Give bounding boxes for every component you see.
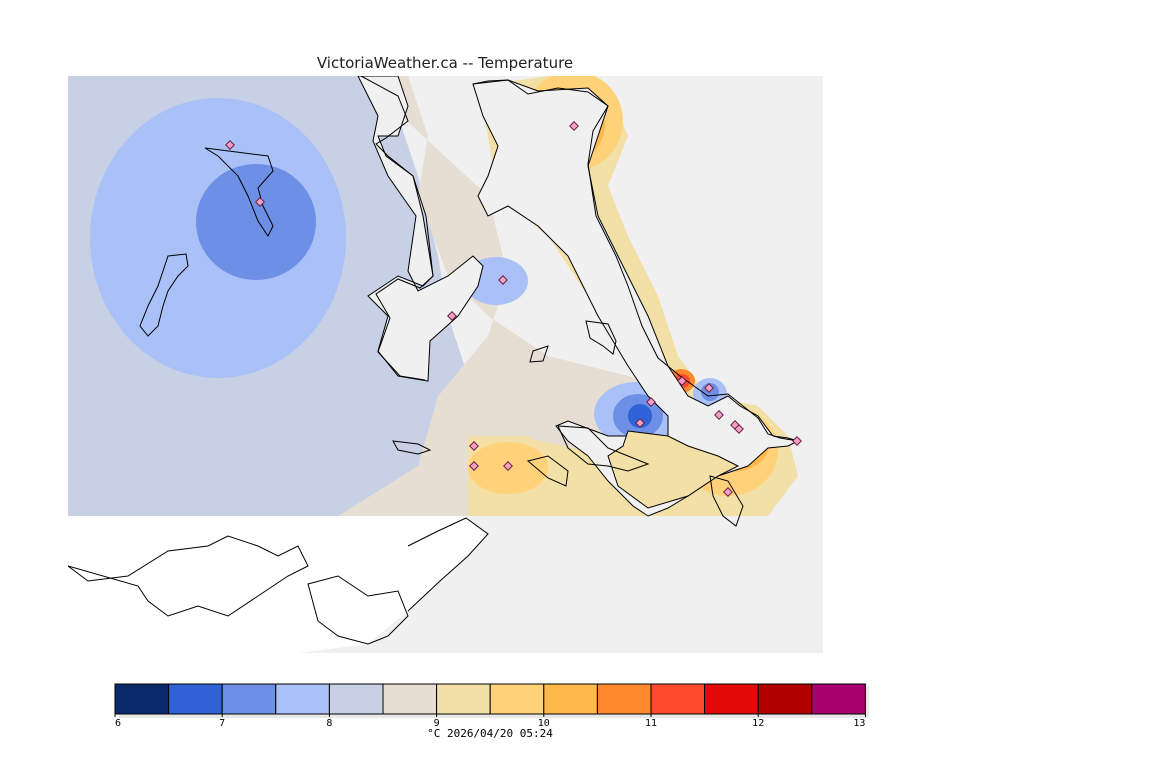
legend-swatch: [704, 683, 759, 715]
legend-swatch: [596, 683, 652, 715]
legend-swatch: [114, 683, 170, 715]
legend-tick-label: 12: [752, 718, 764, 726]
station-marker: [714, 410, 724, 420]
legend-swatch: [757, 683, 813, 715]
legend-tick-label: 6: [115, 718, 121, 726]
weather-stations[interactable]: [225, 121, 802, 497]
station-marker: [677, 376, 687, 386]
station-marker: [569, 121, 579, 131]
legend-swatch: [650, 683, 706, 715]
legend-tick-label: 10: [538, 718, 550, 726]
legend-caption: °C 2026/04/20 05:24: [427, 727, 553, 740]
legend-tick-label: 13: [853, 718, 865, 726]
legend-swatch: [275, 683, 330, 715]
legend-swatch: [489, 683, 545, 715]
station-marker: [469, 461, 479, 471]
legend-swatch: [382, 683, 438, 715]
legend-swatch: [328, 683, 384, 715]
contour-7-7_5-west: [196, 164, 316, 280]
station-marker: [646, 397, 656, 407]
coastlines: [68, 76, 799, 645]
legend-tick-label: 11: [645, 718, 657, 726]
station-marker: [503, 461, 513, 471]
land-masses: [357, 76, 800, 517]
legend-tick-label: 7: [219, 718, 225, 726]
legend-swatch: [436, 683, 491, 715]
legend-swatch: [543, 683, 598, 715]
station-marker: [469, 441, 479, 451]
station-marker: [225, 140, 235, 150]
temperature-map[interactable]: [68, 76, 823, 653]
legend-swatch: [811, 683, 866, 715]
legend-swatch: [168, 683, 223, 715]
station-marker: [704, 383, 714, 393]
color-legend: 6 7 8 9 10 11 12 13: [114, 683, 869, 726]
station-marker: [255, 197, 265, 207]
station-marker: [792, 436, 802, 446]
station-marker: [498, 275, 508, 285]
legend-tick-label: 9: [434, 718, 440, 726]
station-marker: [447, 311, 457, 321]
legend-tick-label: 8: [326, 718, 332, 726]
station-marker: [723, 487, 733, 497]
map-title: VictoriaWeather.ca -- Temperature: [316, 54, 574, 72]
legend-swatch: [221, 683, 277, 715]
station-marker: [635, 418, 645, 428]
legend-tick-labels: 6 7 8 9 10 11 12 13: [114, 714, 866, 726]
station-marker: [734, 424, 744, 434]
legend-swatches: [114, 683, 866, 715]
